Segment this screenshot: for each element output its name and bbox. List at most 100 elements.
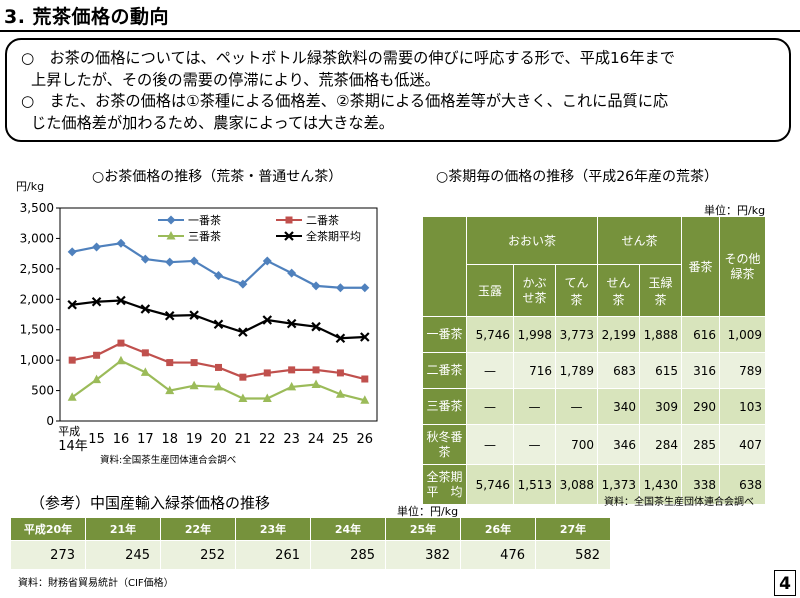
tea-table-cell: 3,088 <box>555 464 598 505</box>
tea-table-unit: 単位：円/kg <box>704 204 766 217</box>
x-tick-label: 17 <box>137 432 154 447</box>
data-point <box>360 395 370 404</box>
tea-table-cell: 346 <box>597 424 640 465</box>
chart-plot-area <box>59 207 378 422</box>
data-point <box>311 321 321 332</box>
y-tick-label: 3,000 <box>20 231 54 245</box>
tea-table-cell: 309 <box>639 388 682 425</box>
x-tick-label: 26 <box>357 432 374 447</box>
china-table-value: 261 <box>235 540 311 570</box>
data-point <box>335 283 345 293</box>
tea-table-cell: — <box>555 388 598 425</box>
x-tick-era-label: 平成 <box>58 425 80 438</box>
china-table-unit: 単位：円/kg <box>397 505 459 518</box>
summary-bullet-1-line-2: 上昇したが、その後の需要の停滞により、荒茶価格も低迷。 <box>31 70 440 89</box>
data-point <box>189 310 199 320</box>
series-diamond <box>67 238 370 293</box>
tea-table-source: 資料：全国茶生産団体連合会調べ <box>604 497 754 508</box>
tea-table-row: 全茶期平 均 5,746 1,513 3,088 1,373 1,430 338 638 <box>422 464 766 505</box>
tea-table-cell: 340 <box>597 388 640 425</box>
x-tick-label: 16 <box>113 432 130 447</box>
data-point <box>189 380 199 390</box>
x-tick-label: 18 <box>161 432 178 447</box>
legend-label: 全茶期平均 <box>306 229 361 243</box>
data-point <box>335 389 345 398</box>
data-point <box>262 256 272 266</box>
title-underline <box>0 30 800 32</box>
tea-table-cell: 290 <box>681 388 720 425</box>
tea-table-row: 秋冬番茶 — —700 346 284 285 407 <box>422 424 766 465</box>
x-tick-label: 20 <box>210 432 227 447</box>
data-point <box>213 319 224 330</box>
legend-label: 二番茶 <box>306 214 339 227</box>
china-table-header: 26年 <box>460 517 536 541</box>
tea-table-cell: 616 <box>681 316 720 353</box>
title-bar: 3. 荒茶価格の動向 <box>0 0 800 32</box>
data-point <box>285 216 293 224</box>
data-point <box>93 351 101 359</box>
tea-table-cell: 5,746 <box>466 316 514 353</box>
page-number: 4 <box>774 570 796 596</box>
china-table-header: 24年 <box>310 517 386 541</box>
data-point <box>214 271 223 281</box>
tea-table-cell: 338 <box>681 464 720 505</box>
tea-table-title: ○茶期毎の価格の推移（平成26年産の荒茶） <box>436 169 719 185</box>
data-point <box>166 231 176 240</box>
data-point <box>166 359 174 367</box>
tea-table-cell: — <box>466 352 514 389</box>
data-point <box>287 268 297 278</box>
data-point <box>117 339 125 347</box>
x-tick-label: 21 <box>235 432 252 447</box>
tea-table-cell: 700 <box>555 424 598 465</box>
data-point <box>166 215 176 225</box>
x-tick-label: 15 <box>88 432 105 447</box>
tea-table-cell: — <box>513 388 556 425</box>
header-ooi: おおい茶 <box>466 216 598 265</box>
data-point <box>140 304 151 314</box>
data-point <box>67 392 77 401</box>
data-point <box>262 393 272 402</box>
data-point <box>360 283 370 293</box>
tea-table-row-label: 一番茶 <box>422 316 467 353</box>
china-table-value: 273 <box>10 540 86 570</box>
legend-label: 三番茶 <box>188 230 221 243</box>
legend-item: 二番茶 <box>276 214 339 227</box>
data-point <box>311 379 321 388</box>
data-point <box>140 254 150 264</box>
summary-box: ○ お茶の価格については、ペットボトル緑茶飲料の需要の伸びに呼応する形で、平成1… <box>5 38 791 142</box>
data-point <box>141 349 149 357</box>
data-point <box>361 375 369 383</box>
china-table-header: 27年 <box>535 517 611 541</box>
china-price-table: 平成20年 21年 22年 23年 24年 25年 26年 27年 273 245 252 261 2… <box>10 517 611 570</box>
data-point <box>287 381 297 391</box>
summary-bullet-2-line-2: じた価格差が加わるため、農家によっては大きな差。 <box>31 113 394 132</box>
y-tick-label: 3,500 <box>20 201 54 215</box>
data-point <box>68 356 76 364</box>
data-point <box>262 315 273 325</box>
tea-table-cell: 683 <box>597 352 640 389</box>
data-point <box>165 385 175 395</box>
data-point <box>215 363 222 371</box>
tea-table-row: 二番茶 —716 1,789 683 615 316 789 <box>422 352 766 389</box>
header-other: その他緑茶 <box>719 216 766 317</box>
subheader-tamaryokucha: 玉緑茶 <box>639 264 682 317</box>
tea-table-cell: — <box>466 424 514 465</box>
legend-item: 一番茶 <box>158 214 221 227</box>
data-point <box>239 373 247 381</box>
china-table-value: 476 <box>460 540 536 570</box>
subheader-kabusecha: かぶせ茶 <box>513 264 556 317</box>
legend-item: 三番茶 <box>158 230 221 243</box>
data-point <box>238 327 248 337</box>
tea-table-cell: 285 <box>681 424 720 465</box>
tea-table-cell: 716 <box>513 352 556 389</box>
tea-table-cell: 103 <box>719 388 766 425</box>
tea-table-row-label: 秋冬番茶 <box>422 424 467 465</box>
data-point <box>214 381 223 391</box>
data-point <box>164 310 175 321</box>
china-table-value: 245 <box>85 540 161 570</box>
tea-table-cell: 3,773 <box>555 316 598 353</box>
tea-table-row-label: 全茶期平 均 <box>422 464 467 505</box>
data-point <box>189 256 199 266</box>
data-point <box>288 366 296 374</box>
chart-title: ○お茶価格の推移（荒茶・普通せん茶） <box>92 169 343 185</box>
